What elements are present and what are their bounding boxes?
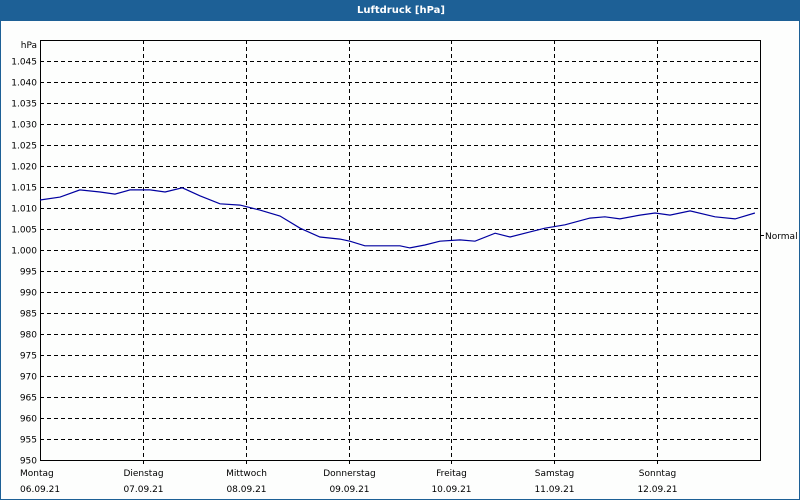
y-tick-label: 1.000 [11, 247, 37, 257]
x-tick-day: Mittwoch [226, 469, 267, 479]
y-tick-label: 1.035 [11, 100, 37, 110]
y-tick-label: 1.040 [11, 79, 37, 89]
y-tick-label: 1.005 [11, 226, 37, 236]
x-axis-labels: Montag 06.09.21 Dienstag 07.09.21 Mittwoch 08… [20, 469, 678, 495]
x-tick-day: Dienstag [123, 469, 163, 479]
y-tick-label: 990 [20, 289, 37, 299]
y-tick-label: 960 [20, 415, 37, 425]
x-tick-day: Sonntag [639, 469, 676, 479]
x-tick-date: 11.09.21 [534, 485, 574, 495]
y-tick-label: 985 [20, 310, 37, 320]
y-tick-label: 955 [20, 436, 37, 446]
normal-reference-marker: Normal [760, 232, 798, 242]
pressure-line [39, 187, 756, 249]
y-tick-label: 970 [20, 373, 37, 383]
x-tick-date: 08.09.21 [226, 485, 266, 495]
normal-label: Normal [765, 232, 798, 242]
y-axis-labels: 950 955 960 965 970 975 980 985 990 995 1.000 1.005… [11, 58, 37, 467]
y-tick-label: 1.030 [11, 121, 37, 131]
y-tick-label: 950 [20, 457, 37, 467]
x-tick-day: Donnerstag [323, 469, 376, 479]
y-tick-label: 1.015 [11, 184, 37, 194]
x-tick-date: 09.09.21 [329, 485, 369, 495]
x-tick-date: 12.09.21 [637, 485, 677, 495]
y-tick-label: 1.010 [11, 205, 37, 215]
chart-title: Luftdruck [hPa] [1, 1, 800, 21]
x-tick-date: 06.09.21 [20, 485, 60, 495]
x-tick-day: Montag [20, 469, 54, 479]
y-axis-unit-label: hPa [21, 41, 37, 51]
y-tick-label: 1.045 [11, 58, 37, 68]
grid-lines [40, 40, 760, 466]
x-tick-day: Freitag [436, 469, 467, 479]
y-tick-label: 1.025 [11, 142, 37, 152]
y-tick-label: 995 [20, 268, 37, 278]
x-tick-date: 07.09.21 [123, 485, 163, 495]
x-tick-date: 10.09.21 [431, 485, 471, 495]
plot-area-border [40, 40, 761, 461]
y-tick-label: 1.020 [11, 163, 37, 173]
y-tick-label: 980 [20, 331, 37, 341]
x-tick-day: Samstag [535, 469, 574, 479]
y-tick-label: 975 [20, 352, 37, 362]
y-tick-label: 965 [20, 394, 37, 404]
